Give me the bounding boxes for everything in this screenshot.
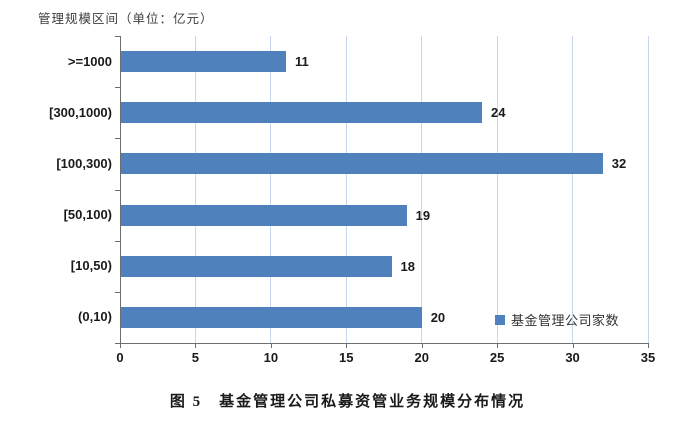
y-axis-tick [115,241,120,242]
x-tick-label: 30 [565,350,580,365]
axis-title: 管理规模区间（单位：亿元） [38,12,214,26]
category-label: [50,100) [63,207,112,223]
legend: 基金管理公司家数 [495,310,619,329]
y-axis-tick [115,36,120,37]
category-label: >=1000 [67,53,112,69]
y-axis-line [120,36,121,343]
bar [120,51,286,73]
gridline [194,36,196,343]
x-tick-label: 5 [191,350,200,365]
x-axis-line [115,343,649,344]
bar-value-label: 20 [430,309,446,325]
bar-value-label: 19 [415,207,431,223]
bar [120,153,603,175]
x-tick-label: 35 [640,350,656,365]
x-axis-tick [120,344,121,348]
bar [120,102,483,124]
bar-value-label: 18 [400,258,415,274]
bar-value-label: 24 [491,105,506,121]
category-label: (0,10) [78,309,112,325]
y-axis-tick [115,343,120,344]
category-label: [300,1000) [49,104,112,120]
gridline [572,36,574,343]
category-label: [100,300) [56,155,112,171]
x-tick-label: 20 [414,350,429,365]
category-label: [10,50) [70,258,112,274]
gridline [421,36,423,343]
x-axis-tick [648,344,649,348]
x-tick-label: 15 [339,350,354,365]
legend-swatch-icon [495,314,505,325]
x-axis-tick [195,344,197,348]
gridline [647,36,649,343]
bar [120,306,422,328]
bar-value-label: 11 [294,54,309,70]
bar [120,204,407,226]
x-axis-tick [421,344,423,348]
y-axis-tick [115,138,120,139]
x-axis-tick [497,344,499,348]
bar [120,255,392,277]
figure-caption: 图 5 基金管理公司私募资管业务规模分布情况 [169,394,526,410]
legend-label: 基金管理公司家数 [511,313,620,328]
gridline [496,36,498,343]
x-tick-label: 0 [116,350,124,365]
y-axis-tick [115,190,120,191]
x-axis-tick [572,344,574,348]
plot-area: 11 24 32 19 18 20 [120,36,649,343]
gridline [270,36,272,343]
x-tick-label: 25 [489,350,505,365]
gridline [345,36,347,343]
x-axis-tick [346,344,348,348]
y-axis-tick [115,87,120,88]
x-axis-tick [270,344,272,348]
y-axis-tick [115,292,120,293]
x-tick-label: 10 [263,350,279,365]
bar-value-label: 32 [611,156,627,172]
